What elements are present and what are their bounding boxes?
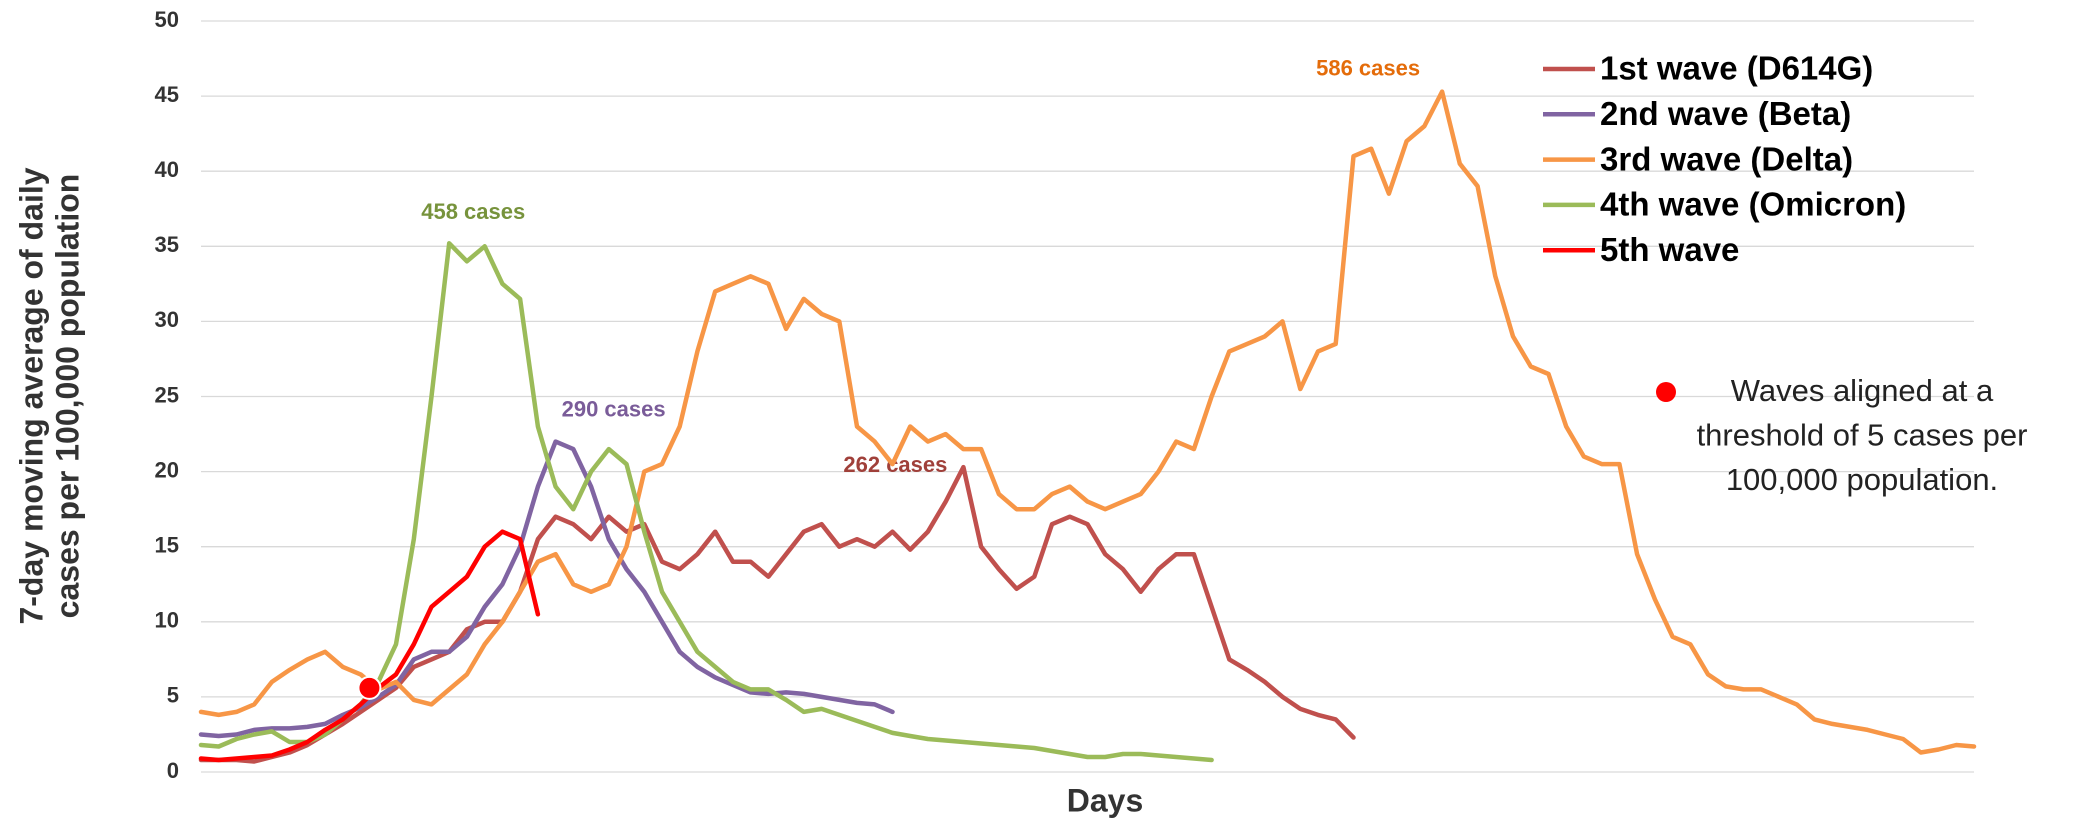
note-text: Waves aligned at a	[1731, 373, 1994, 408]
y-tick-label: 25	[155, 382, 179, 407]
y-axis-title-line: cases per 100,000 population	[49, 174, 85, 619]
y-tick-label: 10	[155, 608, 179, 633]
series-line	[198, 439, 895, 739]
y-tick-label: 45	[155, 82, 179, 107]
y-tick-label: 0	[167, 758, 179, 783]
y-tick-label: 40	[155, 157, 179, 182]
peak-label: 586 cases	[1316, 55, 1420, 80]
peak-label: 290 cases	[562, 396, 666, 421]
legend-label: 5th wave	[1600, 231, 1739, 268]
legend-label: 4th wave (Omicron)	[1600, 186, 1906, 223]
peak-label: 458 cases	[421, 199, 525, 224]
series-line	[198, 89, 1977, 755]
legend-label: 1st wave (D614G)	[1600, 50, 1873, 87]
legend-label: 2nd wave (Beta)	[1600, 95, 1851, 132]
y-tick-label: 5	[167, 683, 179, 708]
legend-label: 3rd wave (Delta)	[1600, 140, 1853, 177]
note-bullet	[1656, 382, 1676, 402]
y-axis-title: 7-day moving average of daily cases per …	[13, 167, 85, 624]
threshold-marker	[357, 675, 382, 700]
note-text: 100,000 population.	[1726, 462, 1998, 497]
y-tick-label: 50	[155, 7, 179, 32]
note-text: threshold of 5 cases per	[1697, 418, 2028, 453]
y-tick-label: 20	[155, 457, 179, 482]
series-line	[198, 529, 541, 763]
series-line	[198, 464, 1356, 764]
y-tick-label: 30	[155, 307, 179, 332]
y-axis-title-line: 7-day moving average of daily	[13, 167, 49, 624]
y-tick-label: 35	[155, 232, 179, 257]
x-axis-title: Days	[1067, 782, 1144, 818]
y-tick-label: 15	[155, 533, 179, 558]
